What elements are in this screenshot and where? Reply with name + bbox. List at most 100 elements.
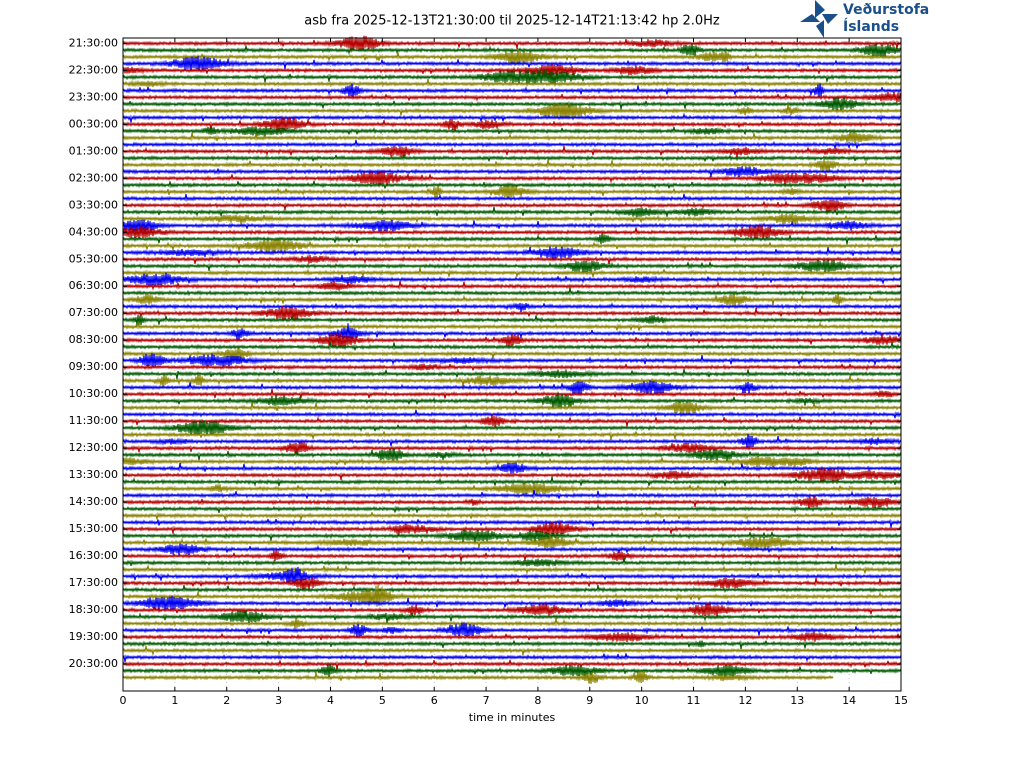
y-tick-label: 05:30:00 [69, 252, 118, 265]
trace [122, 564, 902, 575]
chart-title: asb fra 2025-12-13T21:30:00 til 2025-12-… [304, 14, 720, 29]
y-tick-label: 20:30:00 [69, 657, 118, 670]
y-tick-label: 08:30:00 [69, 333, 118, 346]
trace [122, 254, 902, 265]
y-tick-label: 17:30:00 [69, 576, 118, 589]
trace [122, 166, 902, 177]
trace [122, 609, 902, 625]
x-tick-label: 4 [327, 694, 334, 707]
trace [122, 535, 902, 550]
y-tick-label: 00:30:00 [69, 117, 118, 130]
trace [122, 97, 902, 111]
trace [122, 347, 902, 360]
trace [122, 631, 902, 642]
trace [122, 670, 834, 685]
trace [122, 239, 902, 253]
trace [122, 305, 902, 321]
trace [122, 287, 902, 297]
trace [122, 419, 902, 436]
trace [122, 49, 902, 65]
trace [122, 79, 902, 88]
logo: Veðurstofa Íslands [800, 0, 929, 38]
plot-frame [122, 37, 902, 692]
y-tick-label: 21:30:00 [69, 36, 118, 49]
trace [122, 368, 902, 380]
trace [122, 431, 902, 440]
x-tick-label: 7 [483, 694, 490, 707]
trace [122, 577, 902, 591]
trace [122, 224, 902, 240]
trace [122, 116, 902, 132]
trace [122, 63, 902, 77]
y-tick-label: 18:30:00 [69, 603, 118, 616]
trace [122, 521, 902, 537]
y-tick-label: 12:30:00 [69, 441, 118, 454]
trace [122, 185, 902, 198]
trace [122, 550, 902, 562]
x-tick-label: 2 [223, 694, 230, 707]
x-tick-label: 5 [379, 694, 386, 707]
trace [122, 199, 902, 213]
trace [122, 332, 902, 349]
trace [122, 543, 902, 556]
trace [122, 193, 902, 202]
y-tick-label: 06:30:00 [69, 279, 118, 292]
trace [122, 496, 902, 509]
trace [122, 374, 902, 388]
trace [122, 159, 902, 172]
trace [122, 456, 902, 468]
trace [122, 341, 902, 351]
trace [122, 35, 902, 52]
logo-shape [800, 14, 820, 22]
trace [122, 467, 902, 483]
trace [122, 126, 902, 137]
y-tick-label: 09:30:00 [69, 360, 118, 373]
x-tick-label: 9 [586, 694, 593, 707]
x-tick-label: 15 [894, 694, 908, 707]
trace [122, 645, 902, 656]
trace [122, 414, 902, 427]
trace [122, 585, 902, 607]
trace [122, 409, 902, 419]
y-tick-label: 04:30:00 [69, 225, 118, 238]
trace [122, 363, 902, 372]
trace [122, 503, 902, 514]
trace [122, 219, 902, 233]
y-tick-label: 07:30:00 [69, 306, 118, 319]
y-tick-label: 01:30:00 [69, 144, 118, 157]
trace [122, 314, 902, 326]
trace [122, 103, 902, 119]
trace [122, 653, 902, 663]
trace [122, 433, 902, 449]
trace [122, 622, 902, 638]
trace [122, 206, 902, 218]
trace [122, 321, 902, 331]
trace [122, 442, 902, 456]
trace [122, 566, 902, 585]
y-tick-label: 02:30:00 [69, 171, 118, 184]
x-tick-label: 3 [275, 694, 282, 707]
trace [122, 529, 902, 544]
y-tick-label: 13:30:00 [69, 468, 118, 481]
trace [122, 448, 902, 462]
x-tick-label: 12 [738, 694, 752, 707]
y-tick-label: 15:30:00 [69, 522, 118, 535]
trace [122, 43, 902, 58]
trace [122, 293, 902, 306]
trace [122, 490, 902, 499]
x-axis-label: time in minutes [469, 711, 556, 724]
trace [122, 462, 902, 474]
y-tick-label: 16:30:00 [69, 549, 118, 562]
trace [122, 246, 902, 260]
logo-shape [822, 14, 838, 24]
trace [122, 112, 902, 123]
y-tick-label: 11:30:00 [69, 414, 118, 427]
trace [122, 145, 902, 158]
trace [122, 267, 902, 278]
trace [122, 664, 902, 678]
trace [122, 595, 902, 611]
x-tick-label: 0 [120, 694, 127, 707]
trace [122, 659, 902, 670]
trace [122, 476, 902, 487]
